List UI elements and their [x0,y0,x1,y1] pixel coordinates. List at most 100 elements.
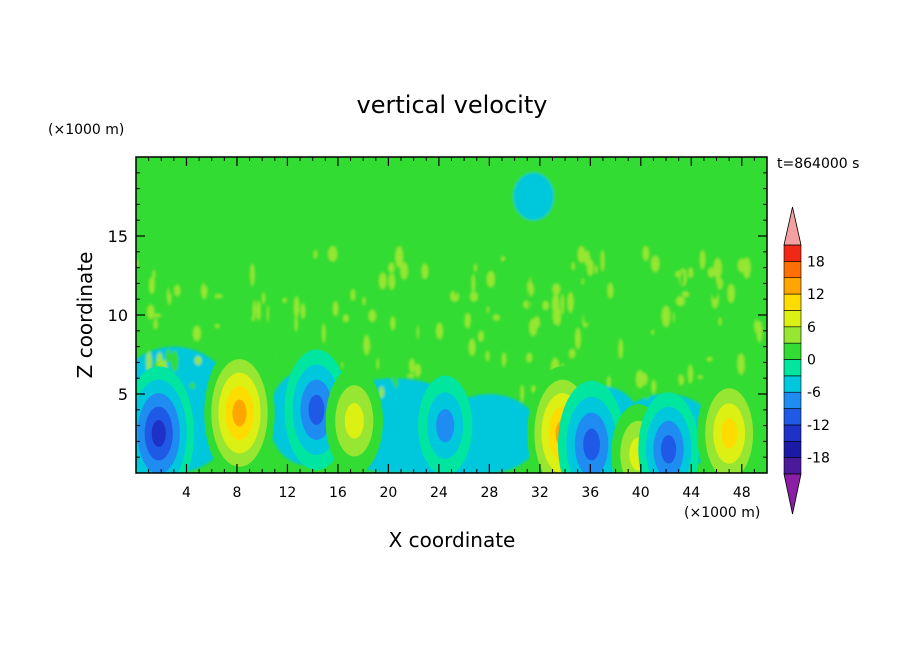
colorbar-tick-label: -12 [807,418,830,434]
velocity-cells [136,345,762,473]
field-speckle [390,316,396,331]
contour-band [308,394,325,425]
colorbar-band [783,326,802,344]
colorbar-band [783,293,802,311]
field-speckle [233,282,238,296]
field-speckle [615,350,618,360]
field-speckle [567,292,574,313]
colorbar-top-arrow [783,206,802,246]
field-speckle [644,306,652,314]
y-axis-label: Z coordinate [73,252,97,379]
plot-area [136,157,767,473]
field-speckle [347,361,355,368]
field-speckle [636,272,640,281]
colorbar-band [783,310,802,328]
field-speckle [407,373,415,378]
field-speckle [486,306,489,313]
field-speckle [152,270,156,279]
field-speckle [157,330,164,335]
field-speckle [407,256,413,274]
contour-band [436,408,455,443]
field-speckle [433,337,441,351]
field-speckle [663,294,670,305]
field-speckle [745,364,752,380]
field-speckle [552,323,558,335]
time-label: t=864000 s [777,156,859,172]
contour-band [344,403,364,439]
field-speckle [157,323,165,339]
field-speckle [577,246,586,263]
field-speckle [675,243,684,262]
field-region [501,267,679,331]
field-region [513,172,554,221]
field-speckle [707,267,716,278]
field-speckle [328,246,338,262]
x-unit-label: (×1000 m) [684,505,760,521]
colorbar-band [783,342,802,360]
x-tick-label: 8 [232,485,241,501]
field-speckle [477,330,485,343]
field-speckle [341,361,344,369]
field-speckle [727,284,735,303]
field-speckle [401,342,407,360]
field-speckle [464,313,471,329]
field-speckle [468,338,476,356]
field-speckle [678,374,685,386]
field-speckle [618,338,624,359]
colorbar-band [783,359,802,377]
field-speckle [639,372,648,386]
field-speckle [706,356,713,362]
field-speckle [350,288,356,302]
field-speckle [282,297,288,303]
velocity-cell [558,380,626,473]
field-speckle [675,271,682,278]
field-speckle [194,356,202,366]
field-speckle [458,320,464,328]
field-speckle [376,357,380,370]
field-speckle [651,379,657,394]
field-speckle [529,277,532,296]
field-speckle [189,382,196,389]
contour-band [660,435,677,464]
field-speckle [445,253,453,273]
field-speckle [733,255,736,261]
field-speckle [671,366,681,379]
colorbar-tick-label: -6 [807,385,821,401]
field-speckle [532,366,538,381]
field-region [451,164,578,260]
field-speckle [576,286,583,293]
x-tick-label: 12 [279,485,297,501]
x-axis-ticks: 4 8 12 16 20 24 28 32 36 40 44 48 [148,157,755,501]
field-speckle [664,374,669,390]
colorbar-band [783,277,802,295]
field-speckle [379,386,385,399]
field-speckle [582,303,590,324]
field-speckle [363,334,370,356]
y-axis-ticks: 5 10 15 [108,172,767,458]
field-speckle [250,263,255,286]
field-speckle [146,351,152,373]
field-speckle [174,284,181,297]
field-speckle [697,352,705,372]
field-speckle [672,259,680,274]
field-speckle [391,361,394,384]
velocity-cell [638,392,699,473]
field-speckle [504,360,513,378]
y-unit-label: (×1000 m) [48,122,124,138]
field-speckle [568,348,576,359]
velocity-cell [284,349,349,471]
field-speckle [627,315,636,333]
field-speckle [536,252,539,273]
colorbar-tick-label: 18 [807,254,825,270]
field-speckle [571,262,575,271]
field-speckle [508,310,514,325]
field-speckle [455,323,459,345]
field-speckle [524,281,528,302]
field-speckle [400,262,408,280]
field-speckle [388,273,395,290]
velocity-cell [204,345,275,473]
contour-band [232,399,247,427]
field-speckle [362,296,366,306]
field-speckle [586,259,594,276]
colorbar-tick-label: 6 [807,320,816,336]
